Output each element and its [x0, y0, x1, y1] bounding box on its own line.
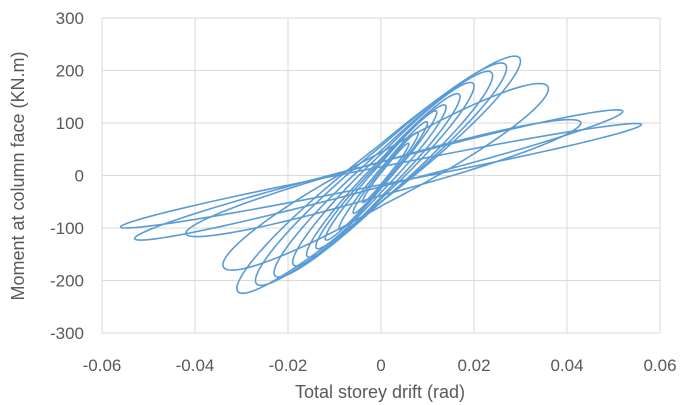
hysteresis-loop [352, 131, 420, 215]
y-tick-label: 0 [75, 167, 84, 186]
hysteresis-loop [133, 109, 624, 241]
y-axis-label: Moment at column face (KN.m) [8, 51, 28, 300]
x-tick-label: -0.06 [83, 356, 122, 375]
hysteresis-loop [273, 70, 494, 278]
x-tick-label: 0 [376, 356, 385, 375]
x-tick-label: 0.04 [550, 356, 583, 375]
y-tick-label: 100 [56, 114, 84, 133]
hysteresis-loops [119, 55, 643, 295]
hysteresis-loop [119, 122, 643, 229]
tick-labels: -300 -200 -100 0 100 200 300 -0.06 -0.04 -0.02 0 0.… [50, 9, 677, 375]
grid-lines [101, 17, 661, 334]
hysteresis-loop [315, 104, 447, 250]
y-tick-label: -300 [50, 324, 84, 343]
y-tick-label: 200 [56, 62, 84, 81]
x-axis-label: Total storey drift (rad) [295, 382, 465, 402]
hysteresis-loop [305, 92, 461, 259]
x-tick-label: 0.06 [643, 356, 676, 375]
hysteresis-loop [222, 82, 550, 271]
y-tick-label: -100 [50, 219, 84, 238]
y-tick-label: 300 [56, 9, 84, 28]
x-tick-label: 0.02 [457, 356, 490, 375]
hysteresis-loop [236, 55, 522, 295]
y-tick-label: -200 [50, 272, 84, 291]
x-tick-label: -0.04 [176, 356, 215, 375]
x-tick-label: -0.02 [269, 356, 308, 375]
hysteresis-loop [184, 118, 582, 238]
